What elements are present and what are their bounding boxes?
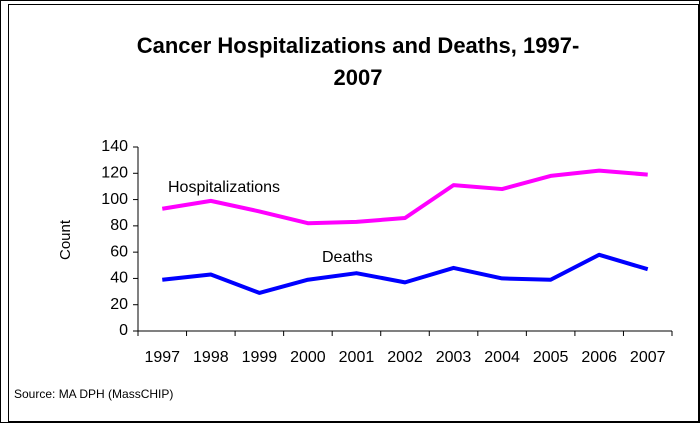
chart-frame (8, 4, 699, 422)
x-tick-label: 2004 (484, 349, 520, 366)
x-tick-label: 2005 (533, 349, 569, 366)
x-tick-label: 2003 (436, 349, 472, 366)
y-axis-label: Count (57, 219, 74, 260)
series-line (162, 252, 649, 295)
x-tick-label: 2002 (387, 349, 423, 366)
x-tick-label: 2006 (581, 349, 617, 366)
y-tick-label: 20 (110, 296, 128, 313)
y-tick-label: 60 (110, 243, 128, 260)
y-tick-label: 80 (110, 217, 128, 234)
x-tick-label: 2000 (290, 349, 326, 366)
x-tick-label: 2001 (339, 349, 375, 366)
y-tick-label: 0 (119, 322, 128, 339)
y-tick-label: 140 (101, 138, 128, 155)
y-tick-label: 40 (110, 270, 128, 287)
source-note: Source: MA DPH (MassCHIP) (14, 387, 173, 401)
y-tick-label: 100 (101, 191, 128, 208)
x-tick-label: 1999 (242, 349, 278, 366)
x-tick-label: 1998 (193, 349, 229, 366)
series-label: Deaths (322, 249, 373, 266)
chart-title: Cancer Hospitalizations and Deaths, 1997… (136, 33, 580, 90)
y-tick-label: 120 (101, 165, 128, 182)
x-tick-label: 2007 (630, 349, 666, 366)
x-tick-label: 1997 (144, 349, 180, 366)
series-label: Hospitalizations (168, 179, 280, 196)
series-line (161, 168, 648, 226)
